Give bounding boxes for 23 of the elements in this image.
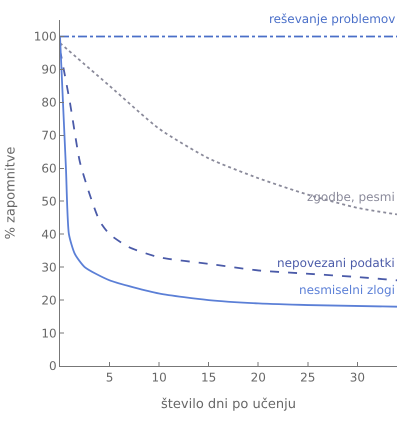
x-tick-label: 25 — [300, 370, 316, 384]
series-label: nesmiselni zlogi — [299, 283, 395, 297]
x-tick-label: 5 — [106, 370, 114, 384]
y-tick-label: 80 — [41, 96, 57, 110]
y-tick-label: 10 — [41, 326, 57, 340]
y-tick-label: 50 — [41, 194, 57, 208]
series-label: reševanje problemov — [269, 12, 396, 26]
x-tick-label: 10 — [151, 370, 167, 384]
series-label: nepovezani podatki — [277, 256, 395, 270]
y-tick-label: 100 — [34, 30, 57, 44]
y-tick-label: 40 — [41, 227, 57, 242]
x-tick-label: 15 — [201, 370, 216, 384]
y-tick-label: 30 — [41, 260, 57, 274]
x-tick-label: 20 — [250, 370, 266, 384]
y-tick-label: 70 — [41, 128, 57, 143]
y-tick-label: 0 — [48, 359, 57, 374]
x-tick-label: 30 — [350, 370, 365, 384]
y-axis-title: % zapomnitve — [4, 146, 19, 240]
y-tick-label: 60 — [41, 161, 57, 176]
y-tick-label: 20 — [41, 293, 57, 308]
line-series — [60, 42, 397, 216]
y-tick-label: 90 — [41, 62, 57, 77]
x-axis-title: število dni po učenju — [161, 397, 296, 412]
